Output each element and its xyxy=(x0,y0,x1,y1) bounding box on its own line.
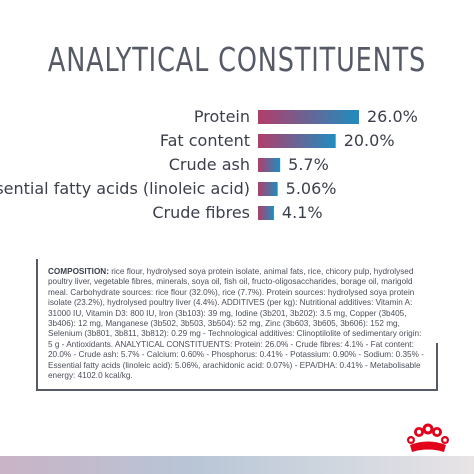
bar xyxy=(258,206,274,220)
bar xyxy=(258,110,359,124)
category-label: Crude ash xyxy=(169,155,250,174)
bar xyxy=(258,134,336,148)
bar xyxy=(258,182,278,196)
decorative-strip xyxy=(0,456,474,474)
category-label: Fat content xyxy=(160,131,250,150)
value-label: 4.1% xyxy=(282,203,323,222)
composition-text: COMPOSITION: rice flour, hydrolysed soya… xyxy=(48,267,428,381)
bar xyxy=(258,158,281,172)
page-title: ANALYTICAL CONSTITUENTS xyxy=(47,40,427,79)
value-label: 5.06% xyxy=(286,179,337,198)
category-label: Protein xyxy=(194,107,250,126)
value-label: 20.0% xyxy=(344,131,395,150)
composition-box: COMPOSITION: rice flour, hydrolysed soya… xyxy=(36,259,438,391)
value-label: 5.7% xyxy=(288,155,329,174)
category-label: Essential fatty acids (linoleic acid) xyxy=(0,179,250,198)
composition-heading: COMPOSITION: xyxy=(48,267,109,276)
constituents-bar-chart: Protein 26.0% Fat content 20.0% Crude ash 5.7… xyxy=(0,107,418,222)
value-label: 26.0% xyxy=(367,107,418,126)
category-label: Crude fibres xyxy=(152,203,250,222)
royal-crown-icon xyxy=(407,423,449,452)
composition-body: rice flour, hydrolysed soya protein isol… xyxy=(48,267,424,381)
